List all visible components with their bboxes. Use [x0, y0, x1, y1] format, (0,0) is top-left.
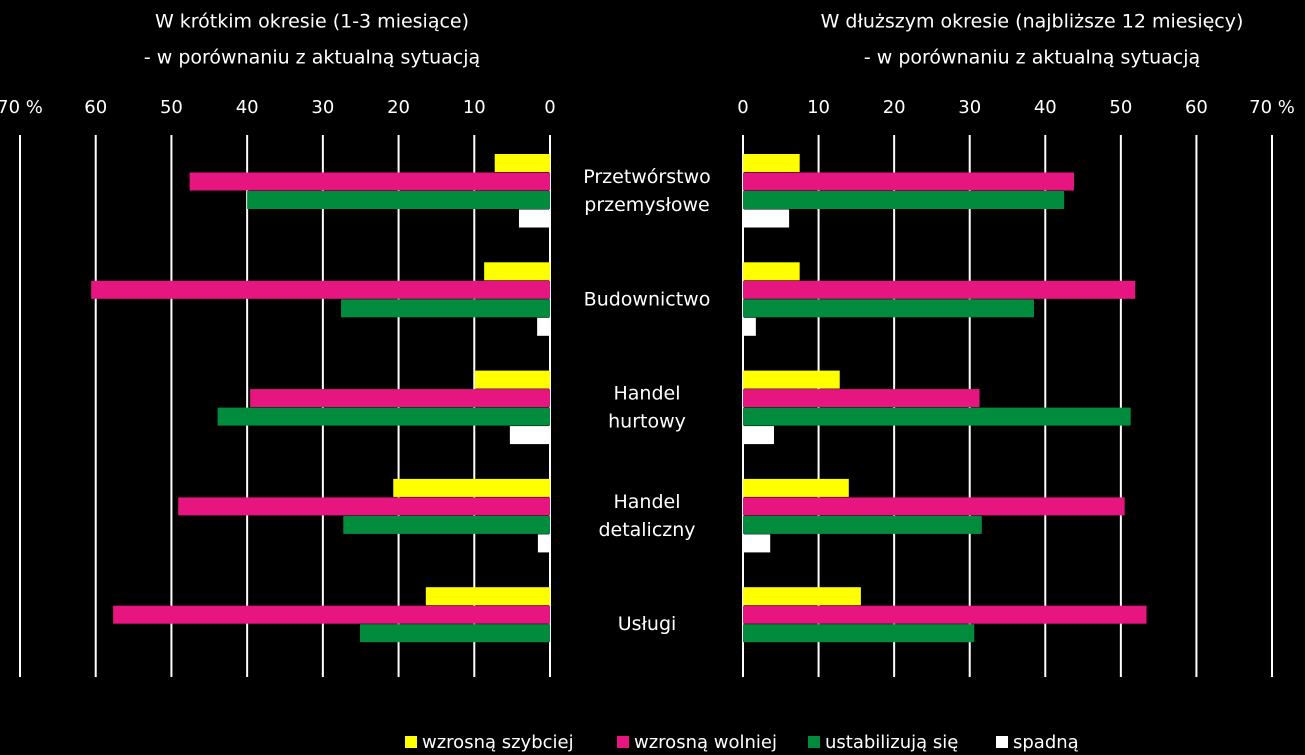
x-tick-label: 40 [1034, 97, 1057, 118]
bar [518, 209, 550, 228]
x-tick-label: 10 [807, 97, 830, 118]
bar [343, 515, 550, 534]
legend-label: ustabilizują się [825, 732, 958, 753]
x-tick-label: 50 [160, 97, 183, 118]
category-label: Handel detaliczny [598, 490, 695, 540]
bar [113, 605, 550, 624]
bar [484, 262, 550, 281]
bar [743, 262, 800, 281]
bar [250, 389, 550, 408]
bar [537, 534, 550, 553]
bar [743, 209, 790, 228]
legend-swatch [405, 736, 417, 748]
bar [537, 317, 550, 336]
bar [743, 605, 1147, 624]
x-tick-label: 60 [84, 97, 107, 118]
chart-title: - w porównaniu z aktualną sytuacją [864, 47, 1200, 69]
bar [743, 191, 1065, 209]
bar [247, 191, 550, 209]
category-label: Przetwórstwo przemysłowe [583, 166, 711, 216]
bar [743, 154, 800, 172]
legend-swatch [808, 736, 820, 748]
category-label: Handel hurtowy [608, 382, 686, 432]
chart-title: - w porównaniu z aktualną sytuacją [144, 47, 480, 69]
bar [743, 407, 1131, 426]
x-tick-label: 30 [311, 97, 334, 118]
bar [189, 172, 550, 191]
bar [91, 280, 551, 299]
bar [743, 515, 982, 534]
x-tick-label: 70 % [1249, 97, 1295, 118]
chart-title: W dłuższym okresie (najbliższe 12 miesię… [821, 11, 1244, 33]
bar [743, 587, 861, 606]
bar [743, 497, 1125, 516]
x-tick-label: 70 % [0, 97, 43, 118]
bar [743, 478, 849, 497]
bar [743, 624, 975, 643]
legend-label: wzrosną szybciej [422, 732, 574, 753]
bar [178, 497, 550, 516]
legend-swatch [617, 736, 629, 748]
bar [393, 478, 550, 497]
bar [743, 299, 1034, 318]
chart-title: W krótkim okresie (1-3 miesiące) [155, 11, 469, 33]
bar [359, 624, 550, 643]
x-tick-label: 20 [883, 97, 906, 118]
bar [743, 534, 771, 553]
x-tick-label: 60 [1185, 97, 1208, 118]
category-label: Usługi [618, 613, 677, 635]
bar [743, 370, 840, 389]
category-label: Budownictwo [584, 288, 711, 310]
x-tick-label: 50 [1109, 97, 1132, 118]
bar [743, 317, 756, 336]
bar [509, 426, 550, 445]
bar [743, 172, 1075, 191]
x-tick-label: 0 [737, 97, 748, 118]
legend-label: wzrosną wolniej [634, 732, 777, 753]
x-tick-label: 40 [236, 97, 259, 118]
x-tick-label: 0 [544, 97, 555, 118]
x-tick-label: 30 [958, 97, 981, 118]
legend-label: spadną [1013, 732, 1079, 753]
legend-swatch [996, 736, 1008, 748]
bar [217, 407, 550, 426]
x-tick-label: 20 [387, 97, 410, 118]
bar [341, 299, 550, 318]
bar [743, 389, 980, 408]
bar [494, 154, 550, 172]
bar [475, 370, 550, 389]
bar [743, 426, 774, 445]
bar [743, 280, 1136, 299]
bar [425, 587, 550, 606]
x-tick-label: 10 [463, 97, 486, 118]
